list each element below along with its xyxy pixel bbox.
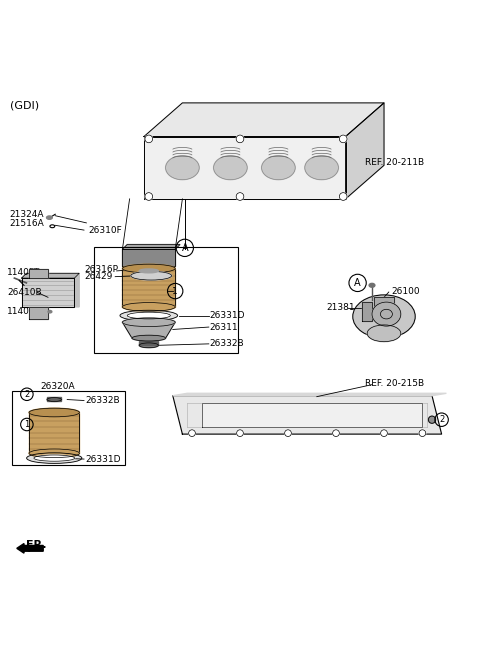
- Text: A: A: [354, 278, 361, 288]
- Text: 26331D: 26331D: [85, 455, 120, 464]
- Ellipse shape: [166, 156, 199, 180]
- Polygon shape: [122, 249, 175, 266]
- Ellipse shape: [372, 302, 401, 326]
- Text: 2: 2: [24, 390, 29, 399]
- Ellipse shape: [139, 269, 158, 273]
- Ellipse shape: [131, 271, 172, 280]
- Text: REF. 20-211B: REF. 20-211B: [365, 158, 424, 168]
- Ellipse shape: [214, 156, 247, 180]
- Ellipse shape: [47, 216, 52, 219]
- Ellipse shape: [120, 310, 178, 321]
- Polygon shape: [29, 269, 48, 278]
- Polygon shape: [22, 273, 79, 278]
- Text: 21324A: 21324A: [10, 210, 44, 219]
- Ellipse shape: [122, 318, 175, 327]
- Polygon shape: [173, 394, 446, 396]
- Polygon shape: [144, 137, 346, 199]
- Polygon shape: [144, 103, 384, 137]
- Text: 26429: 26429: [84, 272, 112, 281]
- Circle shape: [339, 135, 347, 143]
- Text: 1140FT: 1140FT: [7, 268, 40, 277]
- Ellipse shape: [428, 416, 436, 423]
- Circle shape: [419, 430, 426, 436]
- Circle shape: [236, 193, 244, 200]
- Polygon shape: [122, 269, 175, 307]
- Ellipse shape: [29, 408, 79, 417]
- Text: 26310F: 26310F: [89, 225, 122, 235]
- FancyArrow shape: [17, 543, 43, 553]
- Ellipse shape: [29, 449, 79, 458]
- Text: 26316P: 26316P: [84, 265, 118, 274]
- Ellipse shape: [122, 264, 175, 273]
- Circle shape: [189, 430, 195, 436]
- Polygon shape: [374, 298, 394, 307]
- Circle shape: [333, 430, 339, 436]
- Text: FR.: FR.: [26, 541, 47, 551]
- Text: A: A: [181, 243, 188, 253]
- Polygon shape: [202, 403, 422, 427]
- Text: (GDI): (GDI): [10, 101, 39, 110]
- Circle shape: [237, 430, 243, 436]
- Text: 2: 2: [439, 415, 444, 424]
- Polygon shape: [22, 278, 74, 307]
- Text: 26320A: 26320A: [41, 382, 75, 391]
- Text: 21381: 21381: [326, 304, 355, 312]
- Polygon shape: [47, 397, 61, 401]
- Ellipse shape: [122, 303, 175, 311]
- Polygon shape: [29, 307, 48, 319]
- Ellipse shape: [353, 295, 415, 338]
- Polygon shape: [346, 103, 384, 199]
- Text: 1: 1: [24, 420, 29, 429]
- Circle shape: [145, 193, 153, 200]
- Ellipse shape: [132, 335, 166, 341]
- Polygon shape: [122, 244, 180, 249]
- Circle shape: [339, 193, 347, 200]
- Text: 26410B: 26410B: [7, 288, 42, 297]
- Circle shape: [381, 430, 387, 436]
- Polygon shape: [122, 323, 175, 338]
- Ellipse shape: [127, 312, 170, 319]
- Circle shape: [145, 135, 153, 143]
- Ellipse shape: [47, 397, 61, 401]
- Polygon shape: [139, 340, 158, 346]
- Polygon shape: [173, 396, 442, 434]
- Ellipse shape: [369, 283, 375, 287]
- Ellipse shape: [367, 325, 401, 342]
- Ellipse shape: [34, 455, 75, 461]
- Ellipse shape: [48, 311, 52, 313]
- Polygon shape: [134, 266, 163, 269]
- Text: 26311: 26311: [210, 323, 239, 332]
- Polygon shape: [74, 273, 79, 307]
- Ellipse shape: [139, 343, 158, 348]
- Text: 26331D: 26331D: [210, 311, 245, 320]
- Text: 1: 1: [172, 286, 178, 296]
- Text: 26100: 26100: [391, 286, 420, 296]
- Polygon shape: [362, 302, 372, 321]
- Text: 1140DJ: 1140DJ: [7, 307, 39, 316]
- Polygon shape: [29, 413, 79, 453]
- Circle shape: [285, 430, 291, 436]
- Ellipse shape: [262, 156, 295, 180]
- Text: REF. 20-215B: REF. 20-215B: [365, 379, 424, 388]
- Text: 26332B: 26332B: [85, 396, 120, 405]
- Ellipse shape: [305, 156, 338, 180]
- Text: 26332B: 26332B: [210, 340, 244, 348]
- Text: 21516A: 21516A: [10, 219, 44, 229]
- Ellipse shape: [27, 453, 82, 463]
- Circle shape: [236, 135, 244, 143]
